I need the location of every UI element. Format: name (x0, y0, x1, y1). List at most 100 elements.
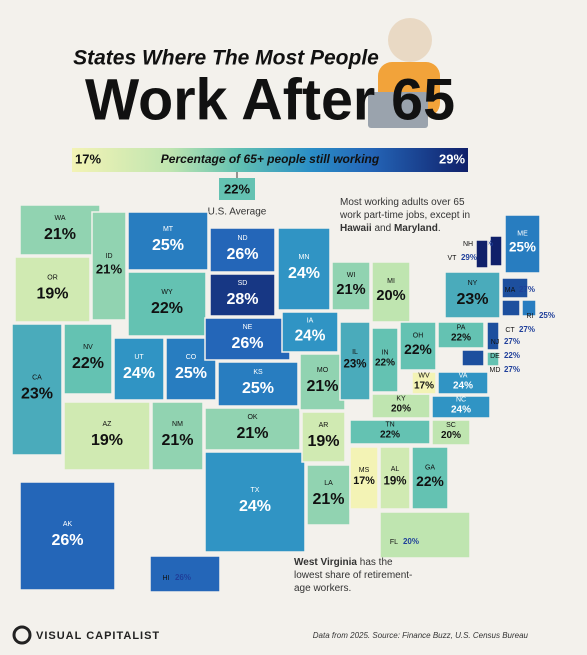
state-value: 22% (375, 358, 395, 369)
state-value: 17% (414, 381, 434, 392)
state-value: 22% (151, 300, 183, 317)
state (19, 204, 101, 256)
state-code: NY (468, 280, 478, 287)
state-value: 23% (456, 291, 488, 308)
legend: 17% 29% 22% U.S. Average (75, 151, 465, 217)
state (209, 227, 276, 273)
state-value: 21% (306, 378, 338, 395)
state-value: 17% (353, 475, 375, 487)
state-value: 28% (226, 291, 258, 308)
state-code: MD (490, 367, 501, 374)
state (379, 511, 471, 559)
state-value: 20% (391, 404, 411, 415)
state-code: NJ (491, 339, 500, 346)
state (501, 277, 529, 299)
state-code: KS (253, 369, 263, 376)
state (209, 273, 276, 317)
state-value: 29% (461, 253, 477, 262)
state (489, 235, 503, 267)
state-code: MA (505, 287, 516, 294)
state-code: ND (237, 235, 247, 242)
state-value: 26% (175, 573, 191, 582)
state-value: 24% (451, 405, 471, 416)
state-code: AL (391, 466, 400, 473)
state-value: 21% (44, 226, 76, 243)
state-code: NM (172, 421, 183, 428)
state (301, 411, 346, 463)
state (461, 349, 485, 367)
state (63, 323, 113, 395)
state (486, 351, 500, 367)
callout: West Virginia has the lowest share of re… (294, 556, 414, 595)
state-value: 22% (416, 473, 444, 489)
state-value: 27% (519, 325, 535, 334)
state-value: 25% (152, 237, 184, 254)
state-code: UT (134, 354, 144, 361)
state-value: 22% (380, 430, 400, 441)
state (331, 261, 371, 311)
state (204, 451, 306, 553)
state-code: AR (319, 422, 329, 429)
brand-logo (12, 625, 32, 645)
brand: VISUAL CAPITALIST (36, 630, 160, 642)
state-value: 20% (441, 430, 461, 441)
state-code: TX (251, 487, 260, 494)
state-value: 23% (21, 386, 53, 403)
state-code: IA (307, 317, 314, 324)
state (371, 393, 431, 419)
state-value: 21% (336, 282, 365, 298)
state (217, 361, 299, 407)
state (437, 321, 485, 349)
state-code: NC (456, 396, 466, 403)
state-value: 21% (96, 261, 123, 276)
state-value: 21% (236, 425, 268, 442)
state-value: 20% (403, 537, 419, 546)
state (349, 419, 431, 445)
note-text: Most working adults over 65 work part-ti… (340, 197, 471, 221)
state-code: FL (390, 539, 398, 546)
state-value: 27% (504, 337, 520, 346)
state-value: 25% (175, 365, 207, 382)
legend-bar (72, 148, 468, 172)
state-code: ID (106, 253, 113, 260)
legend-title: Percentage of 65+ people still working (161, 152, 380, 166)
state (399, 321, 437, 371)
state-code: OR (47, 274, 58, 281)
state-value: 23% (343, 359, 366, 371)
state (504, 214, 541, 274)
state-value: 19% (307, 433, 339, 450)
state-code: OH (413, 332, 424, 339)
state-value: 26% (231, 335, 263, 352)
state-value: 19% (91, 432, 123, 449)
state (475, 239, 489, 269)
state-code: CO (186, 354, 197, 361)
state (113, 337, 165, 401)
map: WA21%OR19%CA23%NV22%ID21%MT25%WY22%UT24%… (11, 204, 555, 593)
state-code: LA (324, 480, 333, 487)
state-code: WY (161, 289, 173, 296)
callout-text: has the lowest share of retirement-age w… (294, 557, 413, 594)
state-value: 21% (161, 432, 193, 449)
state-value: 27% (504, 365, 520, 374)
state-code: MT (163, 226, 174, 233)
state-value: 19% (383, 476, 406, 488)
state-value: 22% (504, 351, 520, 360)
state (63, 401, 151, 471)
state (349, 446, 379, 510)
state-value: 21% (312, 491, 344, 508)
state-code: AK (63, 521, 73, 528)
state (127, 271, 207, 337)
state-code: IL (352, 349, 358, 356)
state (371, 261, 411, 323)
state-value: 26% (226, 246, 258, 263)
state-code: MO (317, 367, 329, 374)
state-code: WI (347, 272, 356, 279)
state-code: MN (299, 254, 310, 261)
state (277, 227, 331, 311)
note-bold: Hawaii (340, 223, 372, 234)
state (149, 555, 221, 593)
state (371, 327, 399, 393)
state-code: CA (32, 374, 42, 381)
state (379, 446, 411, 510)
